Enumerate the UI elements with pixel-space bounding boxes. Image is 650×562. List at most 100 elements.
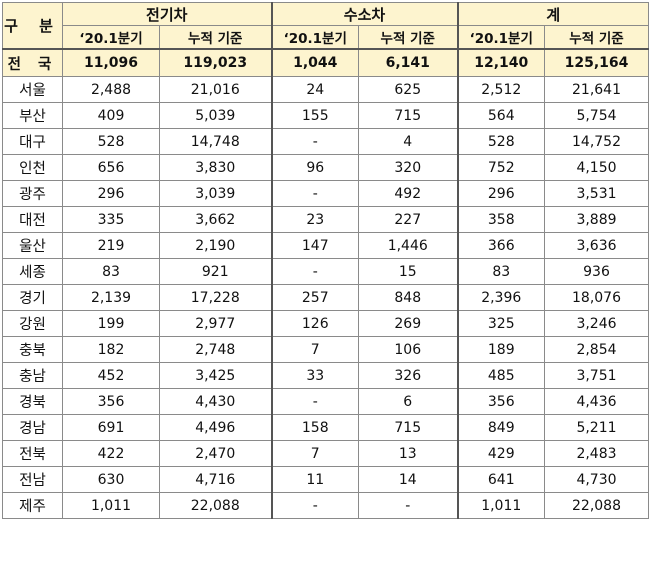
- header-group-ev: 전기차: [62, 2, 272, 26]
- value-cell: 2,488: [62, 76, 160, 103]
- value-cell: 1,446: [358, 232, 458, 259]
- value-cell: 366: [456, 232, 545, 259]
- value-cell: 630: [62, 466, 160, 493]
- table-row: 충북 182 2,748 7 106 189 2,854: [2, 336, 649, 363]
- region-cell: 울산: [2, 232, 63, 259]
- header-sub-quarter: ‘20.1분기: [270, 25, 359, 50]
- table-row: 전남 630 4,716 11 14 641 4,730: [2, 466, 649, 493]
- table-row: 충남 452 3,425 33 326 485 3,751: [2, 362, 649, 389]
- value-cell: 22,088: [159, 492, 272, 519]
- value-cell: 528: [62, 128, 160, 155]
- value-cell: 691: [62, 414, 160, 441]
- region-cell: 제주: [2, 492, 63, 519]
- value-cell: 2,139: [62, 284, 160, 311]
- value-cell: 2,190: [159, 232, 272, 259]
- value-cell: 6,141: [358, 48, 458, 77]
- value-cell: 4,150: [544, 154, 649, 181]
- value-cell: 422: [62, 440, 160, 467]
- value-cell: 2,512: [456, 76, 545, 103]
- region-cell: 대구: [2, 128, 63, 155]
- table-row-total: 전 국 11,096 119,023 1,044 6,141 12,140 12…: [2, 48, 649, 77]
- value-cell: 849: [456, 414, 545, 441]
- value-cell: 921: [159, 258, 272, 285]
- value-cell: 3,636: [544, 232, 649, 259]
- value-cell: 3,531: [544, 180, 649, 207]
- value-cell: 3,039: [159, 180, 272, 207]
- table-body: 전 국 11,096 119,023 1,044 6,141 12,140 12…: [2, 48, 649, 519]
- value-cell: 14: [358, 466, 458, 493]
- value-cell: 2,470: [159, 440, 272, 467]
- value-cell: -: [270, 128, 359, 155]
- value-cell: 3,751: [544, 362, 649, 389]
- table-row: 울산 219 2,190 147 1,446 366 3,636: [2, 232, 649, 259]
- value-cell: 257: [270, 284, 359, 311]
- header-sub-cumulative: 누적 기준: [544, 25, 649, 50]
- header-group-total: 계: [456, 2, 649, 26]
- value-cell: 296: [456, 180, 545, 207]
- value-cell: 356: [62, 388, 160, 415]
- table-row: 부산 409 5,039 155 715 564 5,754: [2, 102, 649, 129]
- value-cell: 106: [358, 336, 458, 363]
- value-cell: 11,096: [62, 48, 160, 77]
- value-cell: 14,748: [159, 128, 272, 155]
- value-cell: 2,483: [544, 440, 649, 467]
- region-cell: 충북: [2, 336, 63, 363]
- value-cell: 13: [358, 440, 458, 467]
- table-row: 인천 656 3,830 96 320 752 4,150: [2, 154, 649, 181]
- table-header: 구 분 전기차 수소차 계 ‘20.1분기 누적 기준 ‘20.1분기 누적 기…: [2, 2, 649, 50]
- value-cell: 356: [456, 388, 545, 415]
- value-cell: 1,044: [270, 48, 359, 77]
- value-cell: 452: [62, 362, 160, 389]
- value-cell: 2,748: [159, 336, 272, 363]
- value-cell: 296: [62, 180, 160, 207]
- value-cell: 126: [270, 310, 359, 337]
- table-row: 경북 356 4,430-6 356 4,436: [2, 388, 649, 415]
- value-cell: 227: [358, 206, 458, 233]
- value-cell: 715: [358, 414, 458, 441]
- value-cell: 5,754: [544, 102, 649, 129]
- table-row: 전북 422 2,470 7 13 429 2,483: [2, 440, 649, 467]
- value-cell: -: [270, 258, 359, 285]
- value-cell: 2,977: [159, 310, 272, 337]
- region-cell: 강원: [2, 310, 63, 337]
- value-cell: 269: [358, 310, 458, 337]
- value-cell: 335: [62, 206, 160, 233]
- region-cell: 광주: [2, 180, 63, 207]
- header-group-hydrogen: 수소차: [270, 2, 458, 26]
- value-cell: 656: [62, 154, 160, 181]
- value-cell: 641: [456, 466, 545, 493]
- region-cell: 경남: [2, 414, 63, 441]
- table-row: 광주 296 3,039-492 296 3,531: [2, 180, 649, 207]
- value-cell: 4,430: [159, 388, 272, 415]
- value-cell: 83: [62, 258, 160, 285]
- value-cell: 492: [358, 180, 458, 207]
- value-cell: 485: [456, 362, 545, 389]
- header-sub-cumulative: 누적 기준: [358, 25, 458, 50]
- value-cell: 5,211: [544, 414, 649, 441]
- value-cell: 96: [270, 154, 359, 181]
- value-cell: 4,730: [544, 466, 649, 493]
- region-cell: 전북: [2, 440, 63, 467]
- table-row: 대전 335 3,662 23 227 358 3,889: [2, 206, 649, 233]
- value-cell: 21,641: [544, 76, 649, 103]
- value-cell: 752: [456, 154, 545, 181]
- table-row: 경남 691 4,496 158 715 849 5,211: [2, 414, 649, 441]
- value-cell: -: [270, 388, 359, 415]
- value-cell: 5,039: [159, 102, 272, 129]
- value-cell: 358: [456, 206, 545, 233]
- region-cell: 경북: [2, 388, 63, 415]
- value-cell: 4,716: [159, 466, 272, 493]
- value-cell: 199: [62, 310, 160, 337]
- value-cell: 1,011: [62, 492, 160, 519]
- value-cell: 14,752: [544, 128, 649, 155]
- region-cell: 부산: [2, 102, 63, 129]
- table-row: 대구 528 14,748-4 528 14,752: [2, 128, 649, 155]
- table-row: 서울 2,488 21,016 24 625 2,512 21,641: [2, 76, 649, 103]
- value-cell: 6: [358, 388, 458, 415]
- value-cell: 83: [456, 258, 545, 285]
- value-cell: 326: [358, 362, 458, 389]
- header-sub-cumulative: 누적 기준: [159, 25, 272, 50]
- value-cell: 4,496: [159, 414, 272, 441]
- table-row: 강원 199 2,977 126 269 325 3,246: [2, 310, 649, 337]
- table-row: 경기 2,139 17,228 257 848 2,396 18,076: [2, 284, 649, 311]
